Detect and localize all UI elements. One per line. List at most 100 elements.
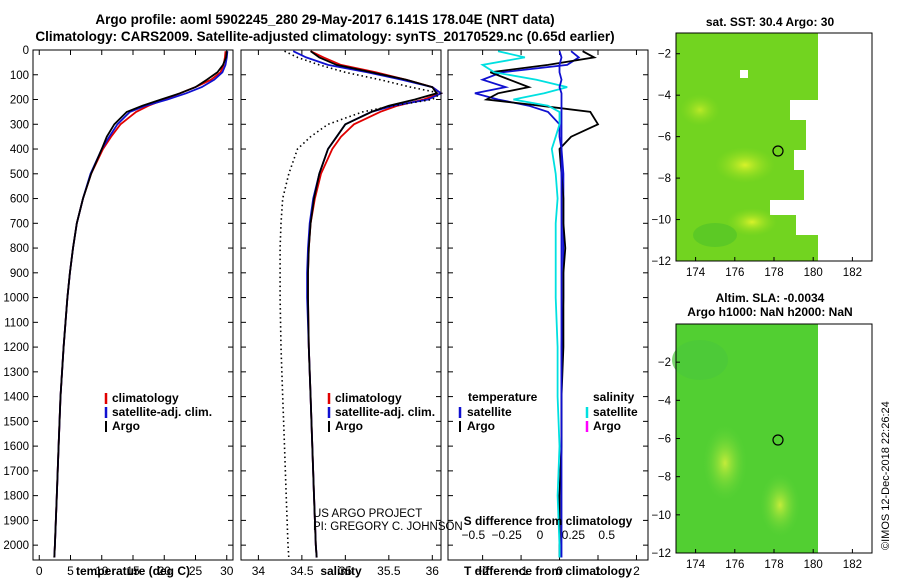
legend-label-t-satellite: satellite — [467, 405, 512, 419]
map-y-tick-label: −4 — [658, 90, 672, 102]
diff-x-tick-label: 1 — [595, 564, 602, 578]
salinity-xlabel: salinity — [320, 564, 362, 578]
temp-x-tick-label: 25 — [189, 564, 203, 578]
sal-x-tick-label: 35 — [339, 564, 353, 578]
map-y-tick-label: −10 — [651, 215, 671, 227]
legend-label-t-argo: Argo — [467, 419, 495, 433]
temperature-legend: climatology satellite-adj. clim. Argo — [104, 391, 212, 433]
legend-label-satellite: satellite-adj. clim. — [112, 405, 212, 419]
map-x-tick-label: 178 — [764, 559, 783, 571]
diff-top-tick-label: −0.5 — [461, 528, 485, 542]
difference-xlabel-top: S difference from climatology — [464, 514, 633, 528]
diff-top-tick-label: 0 — [537, 528, 544, 542]
pressure-tick-label: 2000 — [3, 540, 29, 552]
map-x-tick-label: 180 — [804, 267, 823, 279]
pressure-tick-label: 1700 — [3, 466, 29, 478]
map-y-tick-label: −4 — [658, 395, 672, 407]
temp-series-climatology — [53, 51, 227, 558]
credit-line1: US ARGO PROJECT — [313, 508, 422, 520]
temp-series-satellite-adj-clim- — [53, 51, 229, 558]
temp-series-argo — [53, 51, 228, 558]
pressure-tick-label: 400 — [10, 144, 29, 156]
sal-series-satellite-adj-clim- — [292, 50, 443, 558]
pressure-tick-label: 1300 — [3, 367, 29, 379]
sal-series-satellite-adj-salinity-dotted- — [279, 50, 443, 558]
legend-title-temperature: temperature — [468, 390, 538, 404]
sla-map-subtitle: Argo h1000: NaN h2000: NaN — [687, 305, 852, 319]
sla-map-high-patch — [760, 473, 800, 537]
temperature-panel-frame — [32, 49, 234, 561]
map-y-tick-label: −2 — [658, 357, 671, 369]
pressure-tick-label: 1100 — [4, 317, 29, 329]
legend-label-argo: Argo — [335, 419, 363, 433]
pressure-tick-label: 0 — [23, 45, 29, 57]
pressure-tick-label: 1800 — [3, 491, 29, 503]
pressure-tick-label: 1000 — [3, 293, 29, 305]
pressure-tick-label: 900 — [10, 268, 29, 280]
temp-x-tick-label: 15 — [126, 564, 140, 578]
map-y-tick-label: −8 — [658, 472, 671, 484]
legend-label-climatology: climatology — [112, 391, 179, 405]
legend-label-s-satellite: satellite — [593, 405, 638, 419]
difference-panel-frame — [447, 49, 649, 561]
sst-map-warm-patch — [715, 147, 775, 183]
diff-series-s-argo — [558, 50, 563, 558]
diff-series-t-argo — [483, 50, 600, 558]
map-x-tick-label: 182 — [843, 559, 862, 571]
sst-map-title: sat. SST: 30.4 Argo: 30 — [706, 15, 835, 29]
map-y-tick-label: −2 — [658, 49, 671, 61]
diff-top-tick-label: 0.25 — [562, 528, 586, 542]
chart-title-line2: Climatology: CARS2009. Satellite-adjuste… — [35, 29, 615, 44]
diff-top-tick-label: 0.5 — [598, 528, 615, 542]
argo-float-marker — [772, 434, 784, 446]
pressure-tick-label: 500 — [10, 169, 29, 181]
sst-map-cool-patch — [693, 223, 737, 247]
sal-x-tick-label: 36 — [426, 564, 440, 578]
sal-series-argo — [307, 50, 439, 558]
temp-x-tick-label: 20 — [158, 564, 172, 578]
map-y-tick-label: −12 — [651, 256, 671, 268]
temp-x-tick-label: 5 — [67, 564, 74, 578]
map-x-tick-label: 176 — [725, 267, 744, 279]
sst-map-cloud-mask — [740, 70, 748, 78]
argo-float-marker — [772, 145, 784, 157]
map-x-tick-label: 182 — [843, 267, 862, 279]
salinity-legend: climatology satellite-adj. clim. Argo — [327, 391, 435, 433]
temp-x-tick-label: 30 — [220, 564, 234, 578]
difference-xlabel: T difference from climatology — [464, 564, 632, 578]
temp-x-tick-label: 10 — [95, 564, 109, 578]
pressure-tick-label: 100 — [10, 70, 29, 82]
legend-title-salinity: salinity — [593, 390, 635, 404]
sal-x-tick-label: 34 — [252, 564, 266, 578]
sla-map-low-patch — [672, 340, 728, 380]
salinity-panel-frame — [240, 49, 442, 561]
sla-map: 174 176 178 180 182 −12 −10 −8 −6 −4 −2 — [651, 323, 873, 571]
pressure-tick-label: 800 — [10, 243, 29, 255]
diff-x-tick-label: 2 — [633, 564, 640, 578]
map-x-tick-label: 178 — [764, 267, 783, 279]
pressure-tick-label: 300 — [10, 119, 29, 131]
map-y-tick-label: −8 — [658, 173, 671, 185]
sst-map: 174 176 178 180 182 −12 −10 −8 −6 −4 −2 — [651, 32, 873, 279]
diff-x-tick-label: −2 — [476, 564, 490, 578]
pressure-tick-label: 200 — [10, 95, 29, 107]
sst-map-warm-patch — [680, 94, 720, 126]
pressure-tick-label: 1500 — [3, 416, 29, 428]
map-y-tick-label: −6 — [658, 132, 671, 144]
diff-series-s-satellite — [480, 50, 568, 558]
pressure-tick-label: 1400 — [3, 392, 29, 404]
sst-map-cloud-mask — [770, 100, 818, 235]
temp-x-tick-label: 0 — [36, 564, 43, 578]
difference-legend: temperature satellite Argo salinity sate… — [458, 390, 638, 433]
diff-top-tick-label: −0.25 — [491, 528, 522, 542]
sst-map-warm-patch — [727, 208, 777, 236]
pressure-tick-label: 1900 — [3, 515, 29, 527]
map-y-tick-label: −12 — [651, 548, 671, 560]
pressure-tick-label: 700 — [10, 218, 29, 230]
map-y-tick-label: −6 — [658, 434, 671, 446]
sla-map-nodata — [818, 324, 873, 553]
diff-x-tick-label: −1 — [514, 564, 528, 578]
pressure-tick-label: 1200 — [3, 342, 29, 354]
temperature-xlabel: temperature (deg C) — [76, 564, 190, 578]
